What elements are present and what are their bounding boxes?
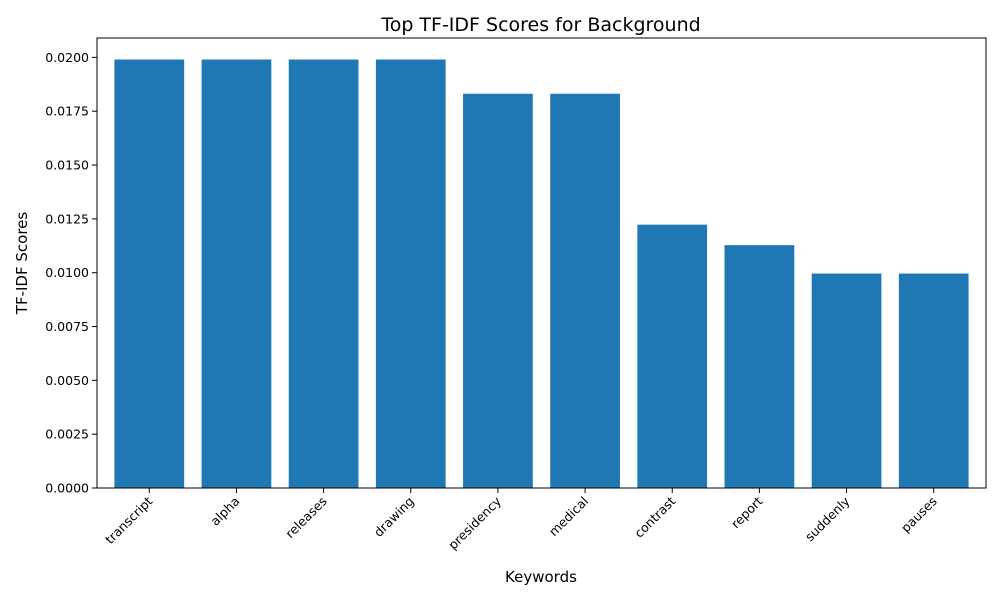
x-tick-label-medical: medical bbox=[546, 494, 591, 539]
x-tick-label-contrast: contrast bbox=[631, 493, 678, 540]
bar-report bbox=[724, 245, 795, 488]
y-tick-label: 0.0025 bbox=[45, 427, 89, 442]
y-tick-label: 0.0000 bbox=[45, 481, 89, 496]
bar-transcript bbox=[114, 59, 185, 488]
x-tick-label-alpha: alpha bbox=[207, 494, 242, 529]
y-tick-label: 0.0075 bbox=[45, 319, 89, 334]
y-tick-label: 0.0175 bbox=[45, 104, 89, 119]
axes-frame bbox=[96, 37, 987, 489]
y-tick-label: 0.0100 bbox=[45, 265, 89, 280]
bar-presidency bbox=[463, 93, 533, 489]
y-tick-label: 0.0125 bbox=[45, 211, 89, 226]
y-axis-label: TF-IDF Scores bbox=[13, 212, 31, 316]
x-tick-label-report: report bbox=[728, 493, 766, 531]
x-tick-label-presidency: presidency bbox=[445, 493, 504, 552]
y-tick-label: 0.0200 bbox=[45, 50, 89, 65]
bar-releases bbox=[288, 59, 359, 488]
chart-title: Top TF-IDF Scores for Background bbox=[380, 14, 700, 36]
x-axis-label: Keywords bbox=[505, 568, 577, 586]
x-tick-label-suddenly: suddenly bbox=[802, 493, 853, 544]
bar-drawing bbox=[375, 59, 446, 488]
bar-alpha bbox=[201, 59, 272, 488]
bar-pauses bbox=[898, 273, 969, 488]
x-tick-label-pauses: pauses bbox=[898, 494, 940, 536]
y-tick-label: 0.0150 bbox=[45, 158, 89, 173]
y-tick-label: 0.0050 bbox=[45, 373, 89, 388]
plot-area: 0.0000 0.0025 0.0050 0.0075 0.0100 0.0125 0.01… bbox=[45, 37, 987, 552]
bar-contrast bbox=[637, 224, 708, 489]
bar-medical bbox=[550, 93, 620, 489]
x-tick-label-releases: releases bbox=[282, 494, 329, 541]
x-tick-label-transcript: transcript bbox=[102, 493, 155, 546]
x-tick-label-drawing: drawing bbox=[371, 494, 417, 540]
bar-suddenly bbox=[811, 273, 882, 488]
